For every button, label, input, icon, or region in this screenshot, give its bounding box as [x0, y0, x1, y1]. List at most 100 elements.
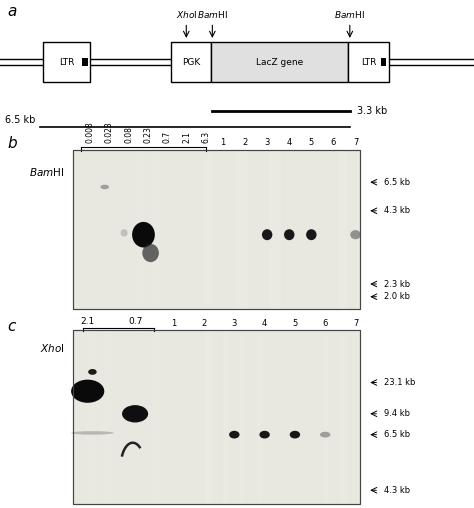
Text: 7: 7: [353, 138, 358, 147]
Bar: [87, 150, 93, 309]
Text: 2.3 kb: 2.3 kb: [384, 279, 410, 289]
Bar: [138, 330, 144, 504]
Bar: [82, 58, 88, 66]
Text: $\it{Xho}$I: $\it{Xho}$I: [39, 342, 64, 354]
Text: 2.1: 2.1: [81, 316, 95, 326]
Text: 7: 7: [353, 319, 358, 328]
Bar: [154, 330, 162, 504]
Ellipse shape: [71, 431, 114, 435]
Bar: [187, 150, 196, 309]
Text: $\it{Bam}$HI: $\it{Bam}$HI: [197, 9, 228, 20]
Ellipse shape: [71, 379, 104, 403]
Text: 4.3 kb: 4.3 kb: [384, 486, 410, 495]
Bar: [205, 330, 212, 504]
Bar: [324, 330, 329, 504]
Text: 0.008: 0.008: [85, 121, 94, 143]
Text: $\it{Bam}$HI: $\it{Bam}$HI: [28, 166, 64, 178]
Text: 3: 3: [264, 138, 270, 147]
Bar: [73, 330, 360, 504]
Bar: [339, 330, 347, 504]
Bar: [257, 330, 261, 504]
Bar: [323, 150, 330, 309]
Text: 2: 2: [242, 138, 248, 147]
Bar: [186, 330, 197, 504]
Text: 2: 2: [201, 319, 207, 328]
Text: a: a: [7, 4, 17, 19]
Text: 3: 3: [232, 319, 237, 328]
Ellipse shape: [122, 405, 148, 423]
Bar: [43, 42, 90, 82]
Text: b: b: [7, 136, 17, 151]
Bar: [120, 330, 128, 504]
Bar: [240, 330, 244, 504]
Text: $\it{Xho}$I: $\it{Xho}$I: [175, 9, 197, 20]
Bar: [223, 330, 228, 504]
Text: PGK: PGK: [182, 57, 200, 67]
Bar: [381, 58, 386, 66]
Text: 23.1 kb: 23.1 kb: [384, 378, 415, 387]
Bar: [291, 330, 295, 504]
Text: 5: 5: [292, 319, 298, 328]
Text: LTR: LTR: [361, 57, 376, 67]
Bar: [121, 150, 128, 309]
Bar: [357, 330, 364, 504]
Ellipse shape: [100, 185, 109, 189]
Bar: [211, 42, 348, 82]
Bar: [73, 150, 360, 309]
Bar: [255, 150, 264, 309]
Text: 0.7: 0.7: [128, 316, 142, 326]
Bar: [270, 150, 282, 309]
Text: 5: 5: [309, 138, 314, 147]
Text: 2.1: 2.1: [182, 131, 191, 143]
Text: 0.08: 0.08: [124, 126, 133, 143]
Ellipse shape: [350, 230, 361, 239]
Ellipse shape: [284, 229, 294, 240]
Text: 1: 1: [220, 138, 226, 147]
Ellipse shape: [132, 222, 155, 247]
Text: c: c: [7, 319, 16, 334]
Text: $\it{Bam}$HI: $\it{Bam}$HI: [334, 9, 365, 20]
Bar: [291, 150, 295, 309]
Bar: [223, 150, 228, 309]
Ellipse shape: [88, 369, 97, 375]
Ellipse shape: [306, 229, 317, 240]
Bar: [169, 150, 180, 309]
Ellipse shape: [320, 432, 330, 437]
Ellipse shape: [142, 244, 159, 262]
Bar: [348, 42, 389, 82]
Bar: [171, 42, 211, 82]
Text: 4: 4: [287, 138, 292, 147]
Bar: [237, 150, 248, 309]
Text: 1: 1: [171, 319, 176, 328]
Bar: [72, 330, 75, 504]
Text: 2.0 kb: 2.0 kb: [384, 292, 410, 301]
Text: LTR: LTR: [59, 57, 74, 67]
Text: 4: 4: [262, 319, 267, 328]
Bar: [304, 150, 315, 309]
Text: 6.5 kb: 6.5 kb: [384, 430, 410, 439]
Ellipse shape: [259, 431, 270, 438]
Bar: [204, 150, 212, 309]
Bar: [339, 150, 347, 309]
Text: 6: 6: [322, 319, 328, 328]
Bar: [272, 330, 280, 504]
Text: 6: 6: [331, 138, 336, 147]
Bar: [73, 330, 360, 504]
Bar: [87, 330, 94, 504]
Text: 6.3: 6.3: [201, 131, 210, 143]
Ellipse shape: [229, 431, 239, 438]
Text: 6.5 kb: 6.5 kb: [384, 178, 410, 186]
Bar: [357, 150, 364, 309]
Bar: [306, 330, 313, 504]
Ellipse shape: [120, 229, 128, 237]
Text: 9.4 kb: 9.4 kb: [384, 409, 410, 418]
Ellipse shape: [262, 229, 273, 240]
Text: 0.7: 0.7: [163, 131, 172, 143]
Bar: [104, 330, 110, 504]
Bar: [105, 150, 109, 309]
Ellipse shape: [290, 431, 300, 438]
Text: LacZ gene: LacZ gene: [256, 57, 303, 67]
Bar: [73, 150, 360, 309]
Bar: [153, 150, 163, 309]
Bar: [69, 150, 78, 309]
